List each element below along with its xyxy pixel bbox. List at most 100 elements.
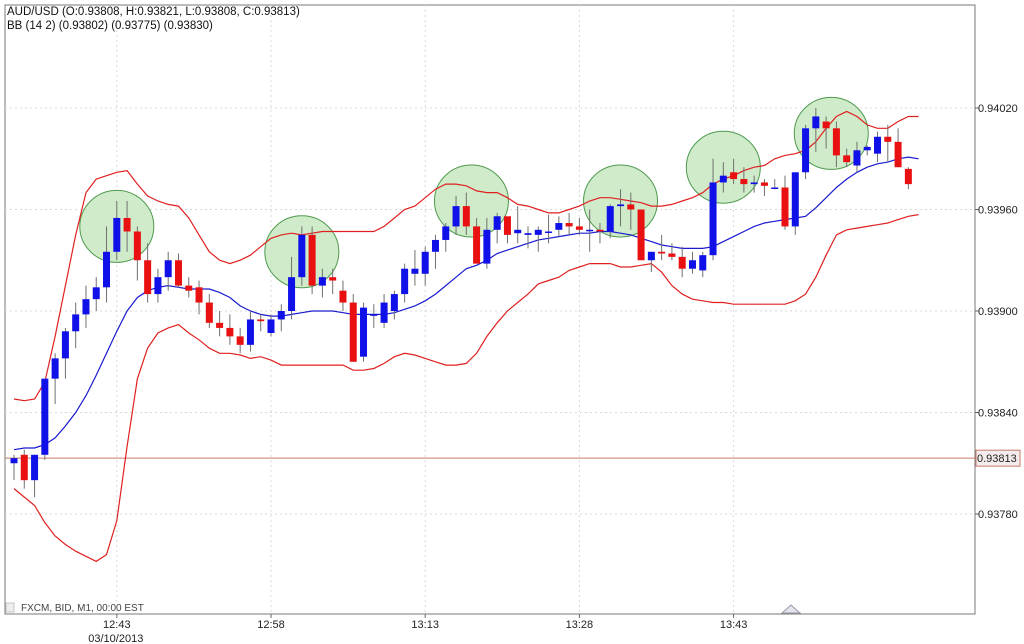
candle-body — [688, 260, 696, 269]
candle-body — [637, 209, 645, 261]
highlight-circle — [793, 96, 869, 170]
candle-body — [298, 234, 306, 278]
candle-body — [740, 179, 748, 185]
left-handle-icon[interactable] — [5, 602, 15, 613]
candle-down — [308, 226, 316, 295]
candle-up — [113, 201, 121, 261]
candle-down — [822, 116, 830, 149]
candle-down — [740, 167, 748, 193]
candle-body — [617, 204, 625, 207]
candle-up — [51, 353, 59, 405]
candle-up — [853, 141, 861, 173]
x-tick-label: 12:43 — [103, 619, 131, 631]
candle-up — [863, 145, 871, 156]
candle-up — [411, 250, 419, 286]
candle-body — [51, 358, 59, 379]
candle-body — [843, 155, 851, 163]
candle-body — [82, 299, 90, 315]
candle-up — [72, 302, 80, 349]
candle-body — [277, 311, 285, 320]
candle-down — [144, 243, 152, 303]
candle-body — [10, 458, 18, 464]
candle-body — [133, 231, 141, 261]
candle-body — [380, 302, 388, 323]
candle-body — [524, 233, 532, 235]
candle-body — [730, 172, 738, 180]
candle-up — [617, 189, 625, 227]
candle-up — [154, 268, 162, 303]
candle-up — [298, 226, 306, 286]
candle-body — [884, 136, 892, 142]
candle-down — [503, 216, 511, 244]
candle-body — [390, 294, 398, 311]
candle-body — [92, 287, 100, 300]
candle-body — [267, 319, 275, 333]
candle-body — [565, 223, 573, 227]
candle-up — [103, 226, 111, 303]
candle-body — [812, 116, 820, 129]
candle-body — [719, 175, 727, 183]
scroll-marker-icon[interactable] — [780, 604, 802, 614]
candle-up — [442, 223, 450, 252]
candle-body — [123, 217, 131, 232]
candle-body — [246, 319, 254, 345]
x-tick-label: 12:58 — [257, 619, 285, 631]
candle-down — [832, 121, 840, 168]
candle-down — [20, 449, 28, 489]
candle-body — [195, 287, 203, 303]
candle-down — [133, 226, 141, 281]
candle-body — [257, 319, 265, 322]
candle-body — [473, 226, 481, 264]
candle-body — [339, 290, 347, 303]
candle-up — [750, 175, 758, 193]
candle-up — [524, 226, 532, 249]
candle-down — [678, 246, 686, 278]
candle-body — [596, 229, 604, 232]
candle-body — [370, 314, 378, 316]
candle-body — [144, 260, 152, 295]
candle-body — [349, 302, 357, 362]
candle-body — [647, 251, 655, 261]
ohlc-header: AUD/USD (O:0.93808, H:0.93821, L:0.93808… — [7, 6, 300, 18]
plot-area — [4, 4, 976, 615]
x-tick-label: 13:13 — [411, 619, 439, 631]
candle-down — [884, 124, 892, 163]
candle-up — [812, 108, 820, 152]
candle-up — [318, 268, 326, 298]
candle-body — [904, 168, 912, 185]
candle-up — [791, 172, 799, 235]
candle-body — [483, 229, 491, 264]
candle-body — [216, 322, 224, 328]
y-tick-label: 0.93780 — [978, 509, 1018, 521]
candle-body — [61, 331, 69, 359]
y-tick-label: 0.94020 — [978, 103, 1018, 115]
candle-body — [627, 204, 635, 210]
candle-down — [627, 192, 635, 230]
candle-up — [267, 314, 275, 337]
candle-body — [205, 302, 213, 323]
candle-body — [20, 454, 28, 481]
x-axis: 12:43 03/10/2013 12:58 13:13 13:28 13:43 — [88, 614, 747, 644]
candle-body — [575, 226, 583, 230]
candle-up — [688, 251, 696, 274]
candles — [10, 108, 912, 498]
candle-body — [236, 336, 244, 345]
candle-up — [10, 454, 18, 481]
candle-body — [318, 277, 326, 286]
candle-body — [72, 314, 80, 332]
candle-up — [421, 246, 429, 286]
bb-upper-line — [13, 110, 919, 402]
candle-down — [473, 217, 481, 264]
candle-body — [431, 239, 439, 252]
candle-body — [288, 277, 296, 311]
candle-body — [586, 229, 594, 232]
x-tick-label: 13:28 — [566, 619, 594, 631]
candle-up — [771, 179, 779, 190]
candle-body — [760, 182, 768, 186]
candle-body — [678, 256, 686, 269]
price-tag-box — [975, 449, 1021, 467]
candle-up — [380, 294, 388, 328]
candle-down — [658, 234, 666, 261]
candle-down — [195, 280, 203, 315]
candle-up — [719, 162, 727, 193]
